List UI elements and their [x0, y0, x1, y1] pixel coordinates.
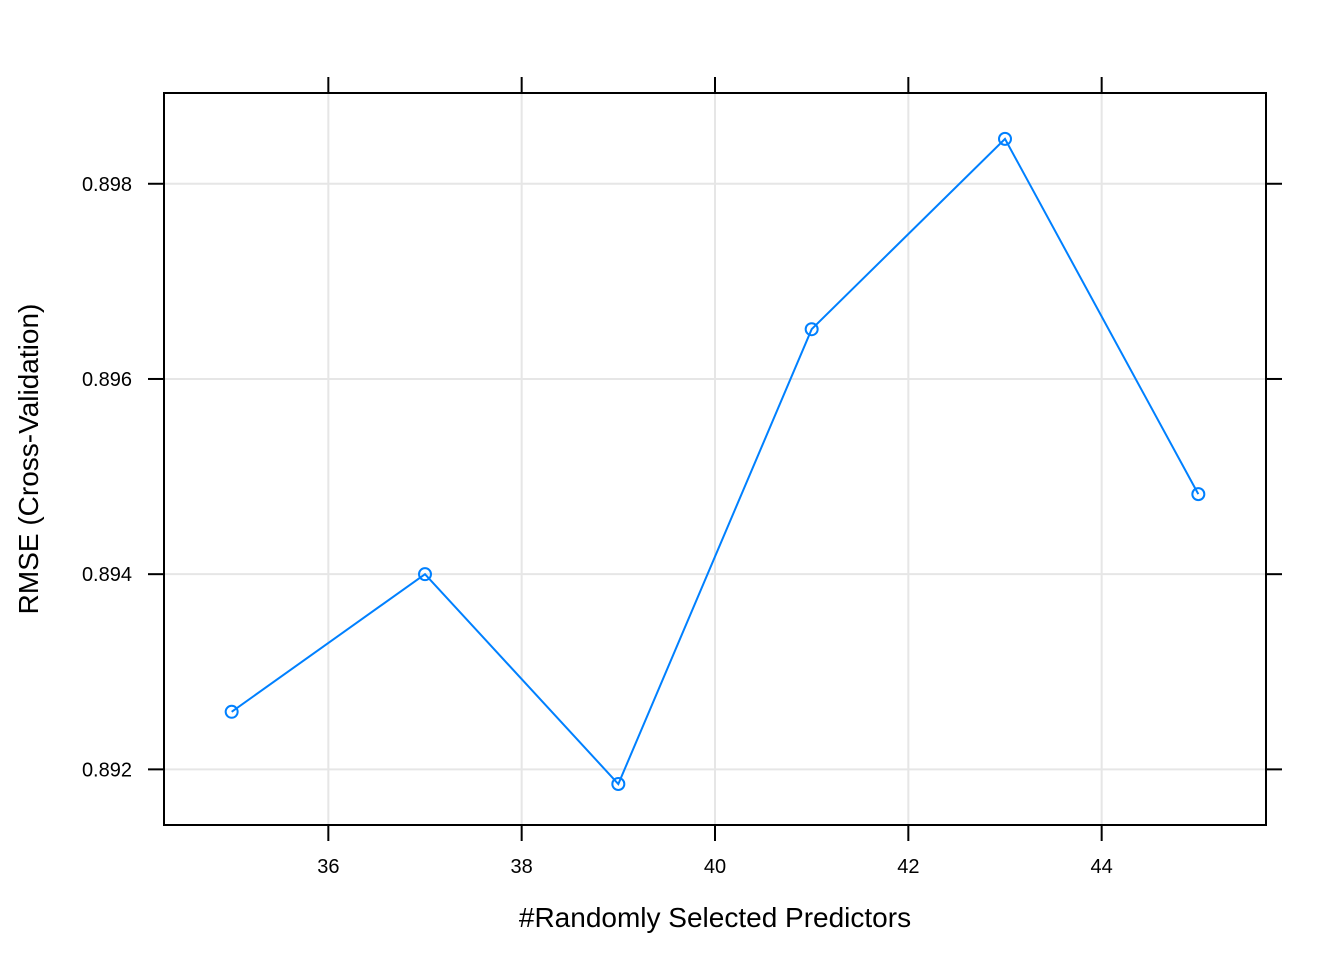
data-point [418, 567, 432, 582]
data-point [1191, 487, 1206, 502]
y-tick-label: 0.898 [82, 174, 132, 196]
gridlines [164, 93, 1266, 825]
data-point [998, 131, 1012, 146]
x-tick-label: 40 [704, 856, 726, 878]
x-tick-labels: 36 38 40 42 44 [317, 856, 1113, 878]
y-tick-label: 0.892 [82, 759, 132, 781]
data-point [804, 322, 819, 337]
x-axis-title: #Randomly Selected Predictors [519, 902, 911, 933]
data-point [611, 777, 626, 792]
x-tick-label: 42 [897, 856, 919, 878]
y-tick-label: 0.896 [82, 369, 132, 391]
x-tick-label: 44 [1091, 856, 1113, 878]
y-tick-label: 0.894 [82, 564, 132, 586]
y-tick-labels: 0.892 0.894 0.896 0.898 [82, 174, 132, 782]
x-tick-label: 38 [511, 856, 533, 878]
series-layer [224, 131, 1206, 792]
series-line [231, 137, 1200, 786]
axis-ticks [148, 77, 1282, 841]
data-point [224, 704, 239, 719]
x-tick-label: 36 [317, 856, 339, 878]
y-axis-title: RMSE (Cross-Validation) [13, 304, 44, 615]
